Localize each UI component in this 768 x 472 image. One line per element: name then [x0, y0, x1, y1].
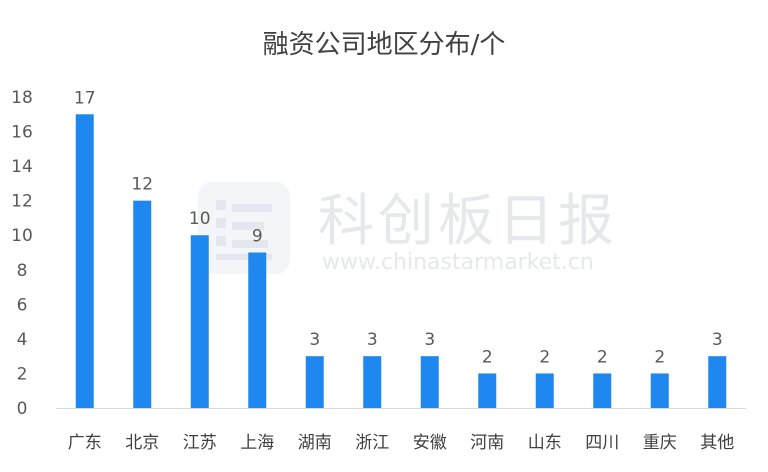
watermark-brand: 科创板日报	[318, 189, 618, 254]
bar	[190, 235, 209, 408]
y-tick-label: 12	[11, 192, 33, 212]
y-tick-label: 18	[11, 88, 33, 108]
x-tick-label: 湖南	[298, 433, 332, 453]
bar	[650, 373, 669, 408]
y-tick-label: 10	[11, 226, 33, 246]
bar	[133, 200, 152, 408]
data-label: 3	[424, 330, 435, 350]
x-tick-label: 重庆	[643, 433, 677, 453]
bar	[363, 356, 382, 408]
bar	[478, 373, 497, 408]
data-label: 2	[539, 347, 550, 367]
x-tick-label: 浙江	[355, 433, 389, 453]
y-tick-label: 2	[17, 364, 28, 384]
data-label: 2	[482, 347, 493, 367]
data-label: 10	[189, 209, 211, 229]
y-tick-label: 4	[17, 330, 28, 350]
watermark-logo-icon	[196, 180, 292, 276]
bar	[75, 114, 94, 409]
bar	[593, 373, 612, 408]
x-tick-label: 广东	[68, 433, 102, 453]
bar	[535, 373, 554, 408]
bar	[248, 252, 267, 408]
bar	[708, 356, 727, 408]
chart-title: 融资公司地区分布/个	[262, 30, 506, 60]
y-tick-label: 16	[11, 123, 33, 143]
x-tick-label: 其他	[700, 433, 734, 453]
x-tick-label: 北京	[125, 433, 159, 453]
data-label: 2	[597, 347, 608, 367]
x-tick-label: 安徽	[413, 433, 447, 453]
watermark-url: www.chinastarmarket.cn	[322, 250, 594, 275]
data-label: 2	[654, 347, 665, 367]
x-tick-label: 四川	[585, 433, 619, 453]
y-tick-label: 0	[17, 399, 28, 419]
x-tick-label: 山东	[528, 433, 562, 453]
y-tick-label: 8	[17, 261, 28, 281]
x-tick-label: 江苏	[183, 433, 217, 453]
data-label: 3	[367, 330, 378, 350]
bar	[305, 356, 324, 408]
data-label: 3	[309, 330, 320, 350]
data-label: 3	[712, 330, 723, 350]
data-label: 12	[131, 175, 153, 195]
data-label: 17	[74, 88, 96, 108]
y-tick-label: 14	[11, 157, 33, 177]
data-label: 9	[252, 227, 263, 247]
bar	[420, 356, 439, 408]
x-tick-label: 河南	[470, 433, 504, 453]
x-tick-label: 上海	[240, 433, 274, 453]
y-tick-label: 6	[17, 295, 28, 315]
